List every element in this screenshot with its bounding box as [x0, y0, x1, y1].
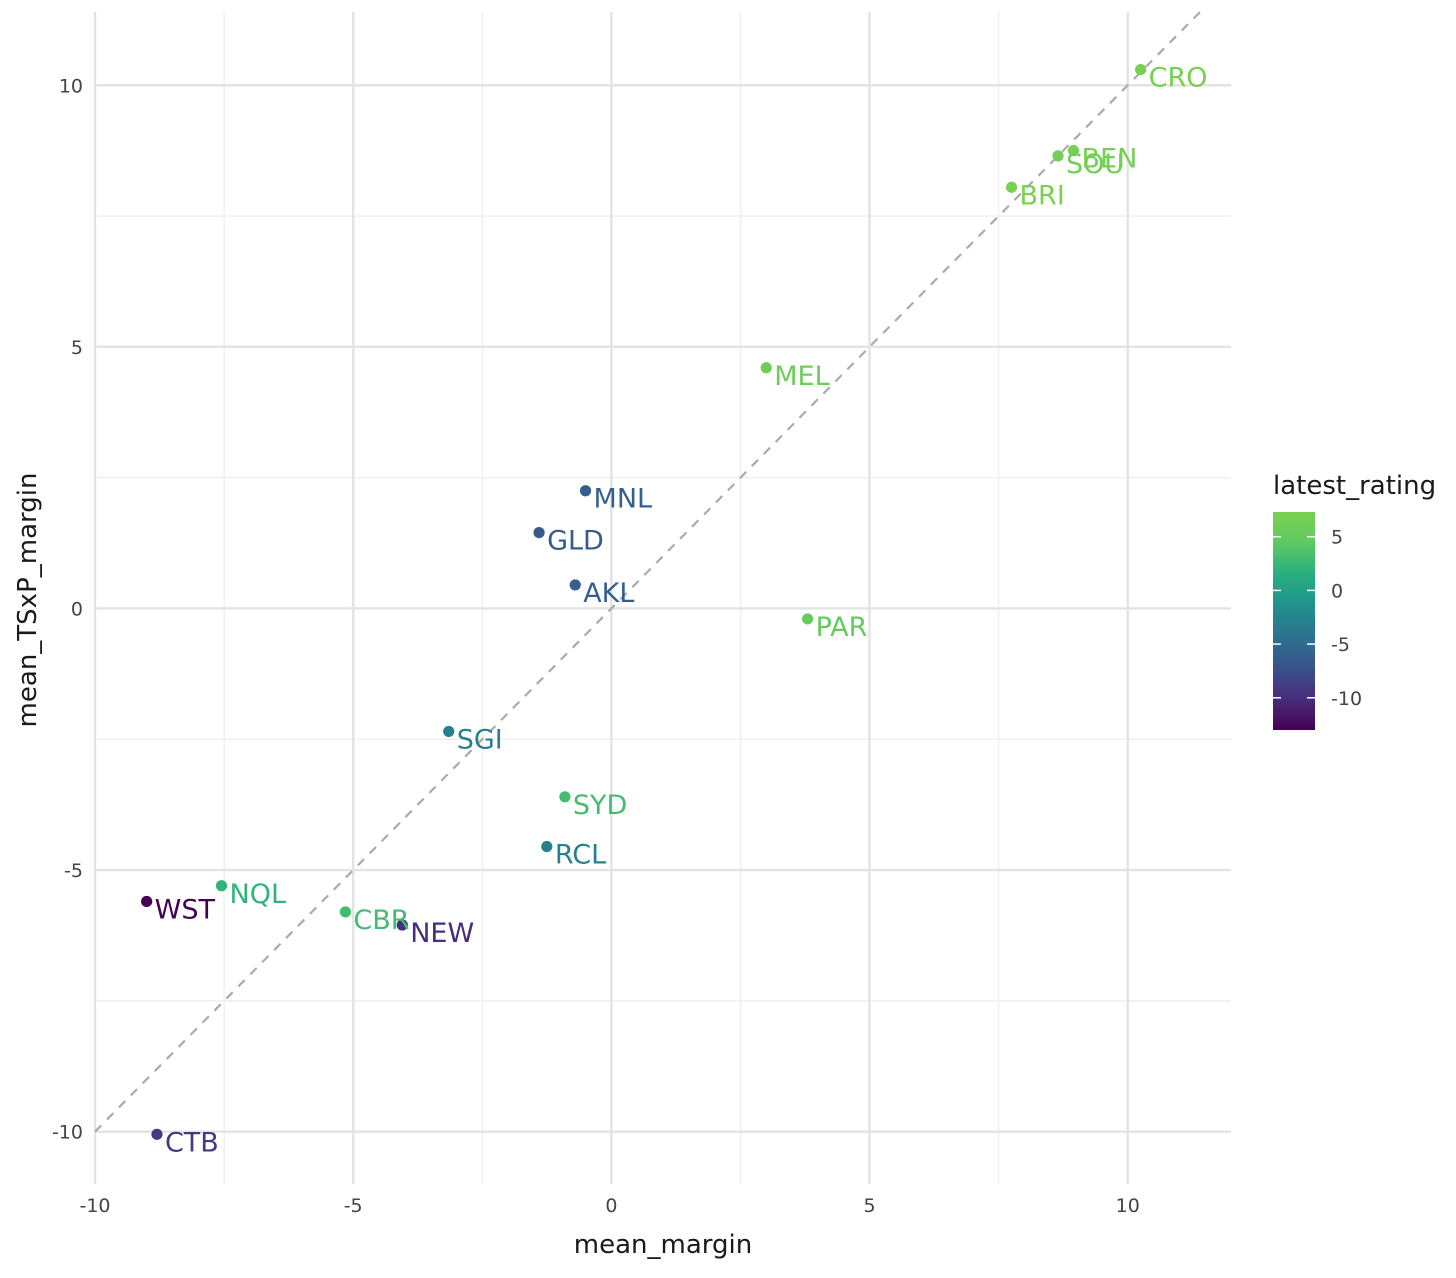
point-label-bri: BRI [1020, 180, 1065, 211]
point-cro [1135, 63, 1147, 76]
point-label-sgi: SGI [457, 724, 503, 755]
point-mel [760, 362, 772, 374]
y-tick-label: -5 [64, 860, 83, 882]
y-axis-title: mean_TSxP_margin [13, 473, 43, 728]
point-sgi [443, 725, 455, 738]
point-label-wst: WST [155, 894, 216, 925]
reference-line-group [94, 11, 1201, 1133]
point-label-nql: NQL [230, 879, 287, 910]
x-tick-label: -10 [79, 1195, 110, 1217]
legend-tick-label: 0 [1331, 580, 1343, 602]
point-ben [1067, 145, 1080, 157]
point-label-rcl: RCL [555, 840, 606, 871]
point-par [801, 613, 814, 625]
x-tick-label: 5 [863, 1195, 875, 1217]
point-bri [1005, 181, 1018, 193]
point-rcl [541, 840, 553, 853]
point-label-cro: CRO [1149, 63, 1208, 94]
legend-tick-label: -5 [1331, 634, 1350, 656]
point-label-sou: SOU [1066, 149, 1124, 180]
x-tick-label: 10 [1116, 1195, 1140, 1217]
x-tick-label: -5 [344, 1195, 363, 1217]
y-tick-label: -10 [52, 1122, 83, 1144]
y-tick-label: 0 [71, 598, 83, 620]
point-new [396, 919, 408, 931]
x-axis-title: mean_margin [574, 1230, 752, 1260]
points-group [141, 63, 1147, 1140]
point-sou [1052, 150, 1064, 162]
y-tick-label: 5 [71, 337, 83, 359]
point-mnl [579, 485, 592, 497]
legend-colorbar [1273, 512, 1315, 730]
point-label-gld: GLD [547, 526, 604, 557]
point-label-akl: AKL [583, 578, 634, 609]
grid [93, 12, 1231, 1184]
point-wst [141, 895, 153, 908]
x-tick-label: 0 [605, 1195, 617, 1217]
color-legend: latest_rating 5 0 -5 -10 [1273, 471, 1436, 730]
reference-line [94, 11, 1201, 1133]
point-label-cbr: CBR [353, 905, 409, 936]
point-syd [559, 791, 571, 803]
legend-tick-label: 5 [1331, 527, 1343, 549]
point-label-mnl: MNL [594, 484, 653, 515]
point-label-par: PAR [816, 612, 868, 643]
point-label-new: NEW [410, 918, 474, 949]
point-label-ben: BEN [1082, 144, 1138, 175]
point-akl [569, 579, 581, 591]
legend-tick-label: -10 [1331, 688, 1362, 710]
point-label-syd: SYD [573, 790, 627, 821]
point-cbr [339, 906, 352, 918]
point-gld [533, 526, 545, 539]
y-tick-label: 10 [59, 75, 83, 97]
point-label-mel: MEL [774, 361, 829, 392]
legend-title: latest_rating [1273, 471, 1436, 501]
point-label-ctb: CTB [165, 1127, 219, 1158]
point-ctb [151, 1128, 163, 1140]
point-nql [215, 880, 228, 892]
axes-group: mean_margin mean_TSxP_margin -10 -5 0 5 10 -1… [13, 75, 1140, 1260]
